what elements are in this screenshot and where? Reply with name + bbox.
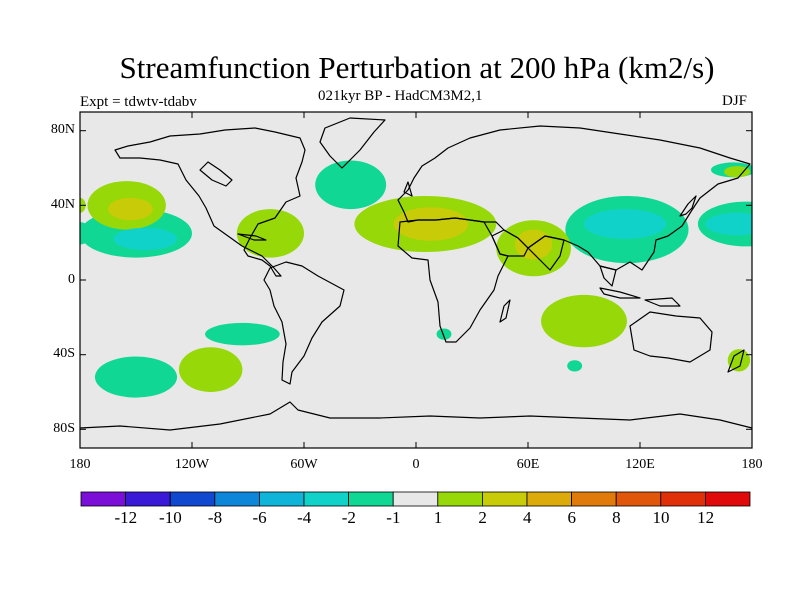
plot-title: Streamfunction Perturbation at 200 hPa (… [119, 50, 715, 85]
colorbar-swatch [615, 491, 662, 507]
contour-region-caribbean-pos [236, 209, 304, 258]
contour-region-kamchatka-pos [724, 166, 751, 178]
colorbar-swatch [481, 491, 528, 507]
colorbar-label: -12 [114, 508, 138, 527]
colorbar-swatch [437, 491, 483, 507]
colorbar-label: -10 [159, 508, 182, 527]
colorbar-swatch [169, 491, 216, 507]
colorbar-label: -2 [341, 508, 356, 527]
contour-region-satl-neg-small [436, 328, 452, 340]
lon-label-180w: 180 [69, 457, 91, 472]
colorbar-swatch [571, 491, 617, 507]
colorbar-swatch [125, 491, 171, 507]
contour-region-dateline-west-neg [80, 222, 92, 245]
lon-label-0: 0 [412, 457, 420, 472]
lat-label-40n: 40N [50, 197, 75, 212]
contour-region-spac-neg-2 [205, 322, 280, 346]
colorbar-swatch [705, 491, 751, 507]
lat-label-80s: 80S [53, 421, 75, 436]
axis-ticks [79, 112, 753, 448]
colorbar-label: -8 [207, 508, 223, 527]
lat-label-0: 0 [68, 272, 75, 287]
colorbar-swatch [303, 491, 349, 507]
colorbar-label: 6 [567, 508, 577, 527]
contour-region-spac-pos [178, 347, 243, 392]
lon-label-60w: 60W [290, 457, 318, 472]
contour-region-npac-neg-inner [113, 227, 178, 251]
contour-region-sio-pos [541, 294, 627, 348]
experiment-label: Expt = tdwtv-tdabv [80, 94, 197, 110]
colorbar-label: -6 [252, 508, 267, 527]
contour-region-natl-neg [315, 160, 387, 210]
lon-label-60e: 60E [516, 457, 540, 472]
colorbar-swatch [348, 491, 394, 507]
contour-regions [80, 160, 752, 398]
colorbar-label: 12 [697, 508, 715, 527]
season-label: DJF [722, 93, 748, 109]
colorbar-swatch [526, 491, 572, 507]
colorbar-swatch [258, 491, 305, 507]
colorbar-label: 1 [433, 508, 443, 527]
colorbar-swatch [660, 491, 706, 507]
lon-label-120w: 120W [174, 457, 210, 472]
contour-region-spac-neg-1 [94, 356, 178, 398]
colorbar-swatch [80, 491, 126, 507]
contour-region-nzealand-pos [727, 349, 751, 372]
contour-region-sio-neg-small [567, 360, 583, 372]
lon-label-180e: 180 [741, 457, 763, 472]
lat-label-80n: 80N [50, 122, 75, 137]
colorbar-swatch [392, 491, 439, 507]
contour-region-wpac-neg-inner [584, 209, 667, 239]
contour-region-epac-edge-neg-inner [705, 212, 752, 236]
colorbar-label: -1 [386, 508, 401, 527]
lon-label-120e: 120E [625, 457, 655, 472]
colorbar-label: -4 [297, 508, 312, 527]
colorbar-label: 8 [612, 508, 621, 527]
colorbar-label: 10 [652, 508, 670, 527]
lat-label-40s: 40S [53, 346, 75, 361]
plot-subtitle: 021kyr BP - HadCM3M2,1 [318, 88, 483, 104]
contour-region-npac-pos-inner [107, 197, 153, 221]
map-background [80, 112, 752, 448]
colorbar-label: 4 [522, 508, 532, 527]
colorbar-label: 2 [478, 508, 487, 527]
contour-region-nafrica-pos-inner [393, 207, 469, 241]
colorbar-swatch [214, 491, 260, 507]
coastlines [79, 117, 753, 431]
colorbar [80, 491, 751, 507]
